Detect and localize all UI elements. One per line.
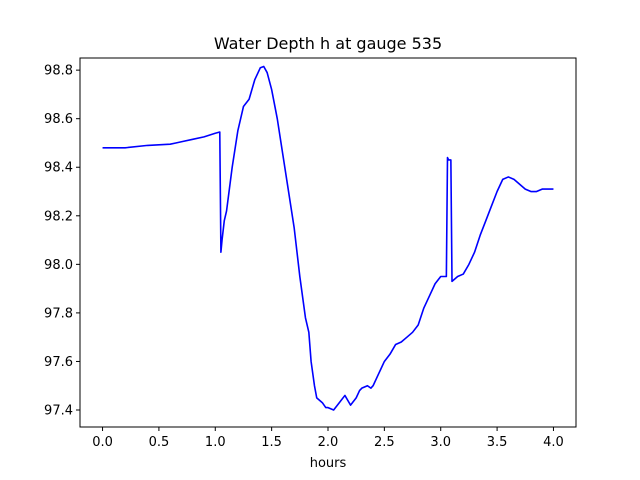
x-axis-label: hours	[310, 456, 347, 471]
x-tick-label: 0.5	[149, 435, 170, 450]
series-line	[102, 65, 554, 411]
y-tick-label: 98.6	[44, 112, 73, 127]
chart-title: Water Depth h at gauge 535	[214, 34, 442, 53]
x-tick-label: 2.5	[374, 435, 395, 450]
plot-area	[79, 57, 577, 428]
x-tick-label: 1.5	[261, 435, 282, 450]
y-tick-label: 98.0	[44, 258, 73, 273]
x-tick-label: 3.0	[430, 435, 451, 450]
y-tick-label: 98.4	[44, 161, 73, 176]
y-tick-label: 97.6	[44, 355, 73, 370]
y-tick-label: 98.2	[44, 209, 73, 224]
y-tick-label: 97.8	[44, 306, 73, 321]
x-tick-label: 1.0	[205, 435, 226, 450]
x-tick-label: 3.5	[487, 435, 508, 450]
x-tick-label: 2.0	[318, 435, 339, 450]
plot-frame	[79, 57, 577, 428]
x-axis: 0.0 0.5 1.0 1.5 2.0 2.5 3.0 3.5 4.0	[92, 427, 564, 450]
y-tick-label: 97.4	[44, 404, 73, 419]
y-tick-label: 98.8	[44, 64, 73, 79]
x-tick-label: 0.0	[92, 435, 113, 450]
x-tick-label: 4.0	[543, 435, 564, 450]
y-axis: 97.4 97.6 97.8 98.0 98.2 98.4 98.6 98.8	[44, 64, 80, 419]
